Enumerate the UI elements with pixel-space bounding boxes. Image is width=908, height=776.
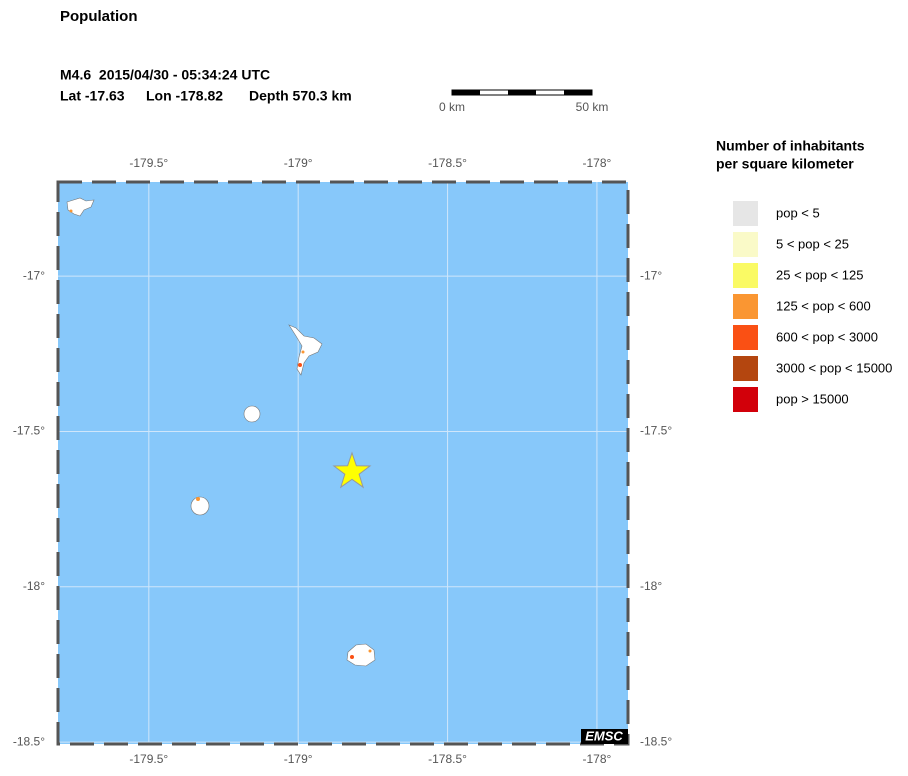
- lon-tick-label: -179°: [284, 156, 313, 170]
- legend-swatch: [733, 263, 758, 288]
- lat-tick-label: -18°: [640, 579, 662, 593]
- islands: [66, 197, 376, 667]
- event-line: M4.6 2015/04/30 - 05:34:24 UTC: [60, 67, 270, 83]
- title: Population: [60, 8, 138, 25]
- legend-label: 25 < pop < 125: [776, 267, 863, 282]
- lat-tick-label: -18.5°: [640, 734, 672, 748]
- event-lat: Lat -17.63: [60, 88, 125, 104]
- legend: pop < 5 5 < pop < 25 25 < pop < 125 125 < p…: [733, 201, 892, 412]
- legend-swatch: [733, 201, 758, 226]
- grid: [58, 182, 628, 744]
- scale-bar: [451, 89, 593, 96]
- legend-swatch: [733, 232, 758, 257]
- lat-tick-label: -17.5°: [13, 424, 45, 438]
- scale-label: 0 km: [439, 100, 465, 114]
- epicenter: [332, 451, 372, 489]
- lon-tick-label: -178.5°: [428, 156, 467, 170]
- legend-title: Number of inhabitants: [716, 138, 865, 154]
- legend-swatch: [733, 294, 758, 319]
- lon-tick-label: -178.5°: [428, 752, 467, 766]
- logo-box: [581, 729, 628, 744]
- legend-label: pop > 15000: [776, 391, 849, 406]
- legend-label: 5 < pop < 25: [776, 236, 849, 251]
- lon-tick-label: -179.5°: [129, 156, 168, 170]
- lon-tick-label: -178°: [583, 752, 612, 766]
- legend-label: 600 < pop < 3000: [776, 329, 878, 344]
- legend-label: 125 < pop < 600: [776, 298, 871, 313]
- lat-tick-label: -17.5°: [640, 424, 672, 438]
- legend-label: pop < 5: [776, 205, 820, 220]
- event-depth: Depth 570.3 km: [249, 88, 352, 104]
- legend-label: 3000 < pop < 15000: [776, 360, 892, 375]
- lon-tick-label: -178°: [583, 156, 612, 170]
- legend-title: per square kilometer: [716, 156, 854, 172]
- lon-tick-label: -179°: [284, 752, 313, 766]
- logo: EMSC: [585, 728, 623, 743]
- lon-tick-label: -179.5°: [129, 752, 168, 766]
- legend-swatch: [733, 387, 758, 412]
- sea: [58, 182, 628, 744]
- event-lon: Lon -178.82: [146, 88, 223, 104]
- lat-tick-label: -18°: [23, 579, 45, 593]
- legend-swatch: [733, 325, 758, 350]
- lat-tick-label: -17°: [640, 268, 662, 282]
- scale-label: 50 km: [576, 100, 609, 114]
- lat-tick-label: -17°: [23, 268, 45, 282]
- map-frame: [56, 180, 630, 746]
- lat-tick-label: -18.5°: [13, 734, 45, 748]
- legend-swatch: [733, 356, 758, 381]
- population-dots: [69, 209, 372, 659]
